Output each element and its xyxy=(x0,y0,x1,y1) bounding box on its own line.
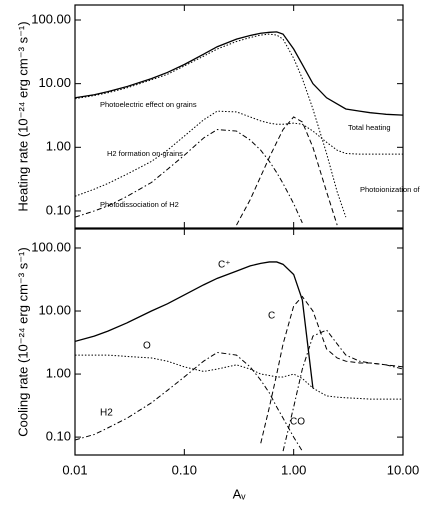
y-tick-label: 100.00 xyxy=(31,11,71,26)
y-tick-label: 1.00 xyxy=(46,139,71,154)
y-axis-label: Heating rate (10⁻²⁴ erg cm⁻³ s⁻¹) xyxy=(15,21,30,211)
x-tick-label: 0.10 xyxy=(172,462,197,477)
y-axis-label: Cooling rate (10⁻²⁴ erg cm⁻³ s⁻¹) xyxy=(15,247,30,436)
series-label: O xyxy=(143,341,151,352)
plot-frame xyxy=(74,4,404,229)
series-line xyxy=(75,261,314,389)
y-tick-label: 100.00 xyxy=(31,239,71,254)
y-tick-label: 1.00 xyxy=(46,365,71,380)
series-line xyxy=(236,116,338,226)
y-tick-label: 10.00 xyxy=(38,75,71,90)
series-label: C⁺ xyxy=(218,260,231,271)
series-line xyxy=(75,110,403,197)
series-label: CO xyxy=(290,417,305,428)
series-label: H2 xyxy=(100,408,113,419)
series-label: Photoionization of C xyxy=(360,185,421,194)
series-line xyxy=(75,354,403,400)
x-axis-label: Aᵥ xyxy=(233,486,247,501)
series-label: C xyxy=(268,311,275,322)
x-tick-label: 0.01 xyxy=(62,462,87,477)
y-tick-label: 0.10 xyxy=(46,429,71,444)
y-tick-label: 10.00 xyxy=(38,302,71,317)
series-line xyxy=(282,329,403,452)
series-label: Photodissociation of H2 xyxy=(100,200,179,209)
y-tick-label: 0.10 xyxy=(46,202,71,217)
series-line xyxy=(75,129,303,224)
series-line xyxy=(260,295,403,444)
series-label: Total heating xyxy=(348,123,391,132)
x-tick-label: 1.00 xyxy=(281,462,306,477)
x-tick-label: 10.00 xyxy=(387,462,420,477)
series-line xyxy=(75,351,303,452)
series-label: Photoelectric effect on grains xyxy=(100,100,197,109)
series-line xyxy=(75,31,403,116)
series-label: H2 formation on grains xyxy=(107,149,183,158)
plot-frame xyxy=(74,228,404,456)
